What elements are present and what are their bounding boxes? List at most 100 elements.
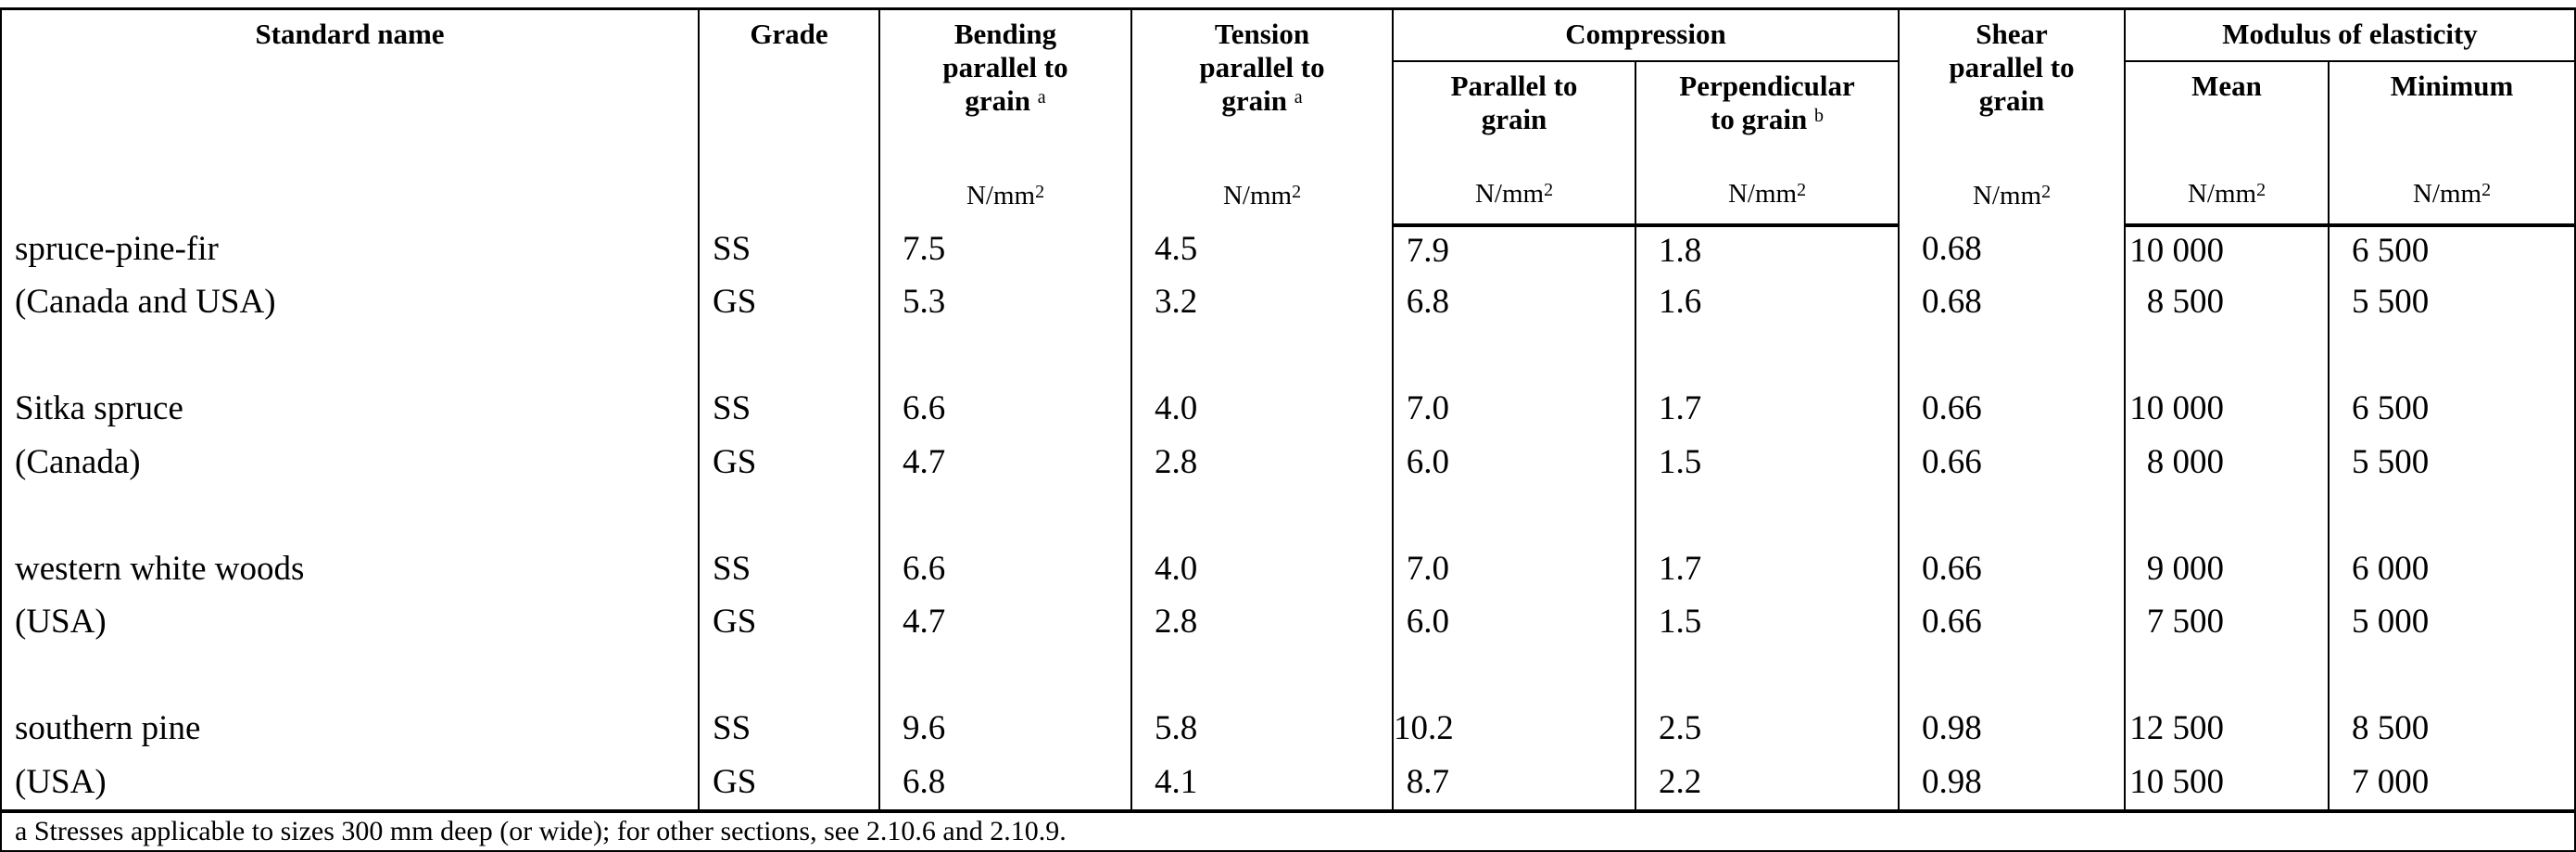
cell-min: 6 500 (2328, 385, 2576, 439)
cell-comp-perp: 1.5 (1635, 598, 1900, 652)
empty-cell (1635, 651, 1900, 705)
cell-comp-perp: 1.5 (1635, 438, 1900, 491)
empty-cell (1635, 491, 1900, 545)
cell-mean: 10 000 (2124, 385, 2330, 439)
unit-label: N/mm2 (966, 180, 1045, 210)
table-row: Sitka spruce SS 6.6 4.0 7.0 1.7 0.66 10 000 6 50… (0, 385, 2576, 439)
cell-name: (USA) (0, 598, 700, 652)
cell-grade: GS (698, 757, 880, 813)
cell-tension: 5.8 (1130, 705, 1394, 758)
cell-bending: 6.8 (878, 757, 1132, 813)
header-comp-perpendicular: Perpendicular to grain b N/mm2 (1635, 60, 1900, 227)
cell-shear: 0.66 (1898, 385, 2126, 439)
spacer-row (0, 651, 2576, 705)
cell-tension: 4.1 (1130, 757, 1394, 813)
cell-grade: SS (698, 705, 880, 758)
cell-tension: 2.8 (1130, 438, 1394, 491)
header-compression: Compression (1392, 7, 1900, 62)
cell-mean: 9 000 (2124, 544, 2330, 598)
cell-bending: 6.6 (878, 385, 1132, 439)
cell-tension: 3.2 (1130, 278, 1394, 332)
unit-label: N/mm2 (1727, 178, 1807, 209)
empty-cell (698, 331, 880, 385)
unit-label: N/mm2 (1972, 180, 2052, 210)
empty-cell (878, 331, 1132, 385)
empty-cell (2124, 491, 2330, 545)
empty-cell (1130, 331, 1394, 385)
cell-tension: 4.5 (1130, 224, 1394, 278)
cell-shear: 0.98 (1898, 757, 2126, 813)
empty-cell (1392, 491, 1636, 545)
cell-shear: 0.68 (1898, 224, 2126, 278)
cell-name: Sitka spruce (0, 385, 700, 439)
cell-bending: 5.3 (878, 278, 1132, 332)
header-mean: Mean N/mm2 (2124, 60, 2330, 227)
empty-cell (878, 651, 1132, 705)
empty-cell (1898, 491, 2126, 545)
cell-min: 8 500 (2328, 705, 2576, 758)
empty-cell (1898, 331, 2126, 385)
cell-mean: 12 500 (2124, 705, 2330, 758)
cell-min: 7 000 (2328, 757, 2576, 813)
cell-comp-par: 7.9 (1392, 224, 1636, 278)
header-bending: Bending parallel to grain a N/mm2 (878, 7, 1132, 225)
cell-grade: SS (698, 544, 880, 598)
cell-name: western white woods (0, 544, 700, 598)
cell-bending: 7.5 (878, 224, 1132, 278)
cell-min: 6 000 (2328, 544, 2576, 598)
header-tension: Tension parallel to grain a N/mm2 (1130, 7, 1394, 225)
header-minimum: Minimum N/mm2 (2328, 60, 2576, 227)
unit-label: N/mm2 (1474, 178, 1554, 209)
empty-cell (698, 651, 880, 705)
empty-cell (698, 491, 880, 545)
empty-cell (2328, 491, 2576, 545)
empty-cell (2328, 331, 2576, 385)
table-row: (Canada and USA) GS 5.3 3.2 6.8 1.6 0.68 8 500 5… (0, 278, 2576, 332)
cell-bending: 4.7 (878, 438, 1132, 491)
header-grade: Grade (698, 7, 880, 225)
table-row: western white woods SS 6.6 4.0 7.0 1.7 0.66 9 0… (0, 544, 2576, 598)
cell-shear: 0.68 (1898, 278, 2126, 332)
cell-bending: 6.6 (878, 544, 1132, 598)
empty-cell (878, 491, 1132, 545)
cell-bending: 9.6 (878, 705, 1132, 758)
cell-grade: GS (698, 438, 880, 491)
cell-shear: 0.66 (1898, 544, 2126, 598)
cell-comp-perp: 1.8 (1635, 224, 1900, 278)
header-shear: Shear parallel to grain N/mm2 (1898, 7, 2126, 225)
cell-name: southern pine (0, 705, 700, 758)
cell-comp-perp: 1.7 (1635, 385, 1900, 439)
cell-tension: 4.0 (1130, 544, 1394, 598)
cell-grade: SS (698, 224, 880, 278)
cell-name: (USA) (0, 757, 700, 813)
cell-comp-par: 6.8 (1392, 278, 1636, 332)
empty-cell (2124, 331, 2330, 385)
table-row: spruce-pine-fir SS 7.5 4.5 7.9 1.8 0.68 10 000 6… (0, 224, 2576, 278)
table-row: (Canada) GS 4.7 2.8 6.0 1.5 0.66 8 000 5 500 (0, 438, 2576, 491)
cell-shear: 0.98 (1898, 705, 2126, 758)
cell-mean: 7 500 (2124, 598, 2330, 652)
cell-name: (Canada) (0, 438, 700, 491)
cell-comp-perp: 2.5 (1635, 705, 1900, 758)
cell-min: 5 500 (2328, 438, 2576, 491)
unit-label: N/mm2 (2412, 178, 2492, 209)
cell-comp-par: 6.0 (1392, 438, 1636, 491)
cell-comp-par: 8.7 (1392, 757, 1636, 813)
cell-bending: 4.7 (878, 598, 1132, 652)
table-row: (USA) GS 4.7 2.8 6.0 1.5 0.66 7 500 5 000 (0, 598, 2576, 652)
footnote: a Stresses applicable to sizes 300 mm de… (0, 811, 2576, 852)
table-row: southern pine SS 9.6 5.8 10.2 2.5 0.98 12 500 8 … (0, 705, 2576, 758)
cell-name: (Canada and USA) (0, 278, 700, 332)
empty-cell (1898, 651, 2126, 705)
cell-comp-perp: 2.2 (1635, 757, 1900, 813)
cell-min: 5 000 (2328, 598, 2576, 652)
cell-tension: 2.8 (1130, 598, 1394, 652)
cell-mean: 8 000 (2124, 438, 2330, 491)
empty-cell (1130, 651, 1394, 705)
empty-cell (1130, 491, 1394, 545)
cell-mean: 10 500 (2124, 757, 2330, 813)
empty-cell (0, 491, 700, 545)
cell-comp-par: 10.2 (1392, 705, 1636, 758)
empty-cell (2124, 651, 2330, 705)
unit-label: N/mm2 (1222, 180, 1302, 210)
